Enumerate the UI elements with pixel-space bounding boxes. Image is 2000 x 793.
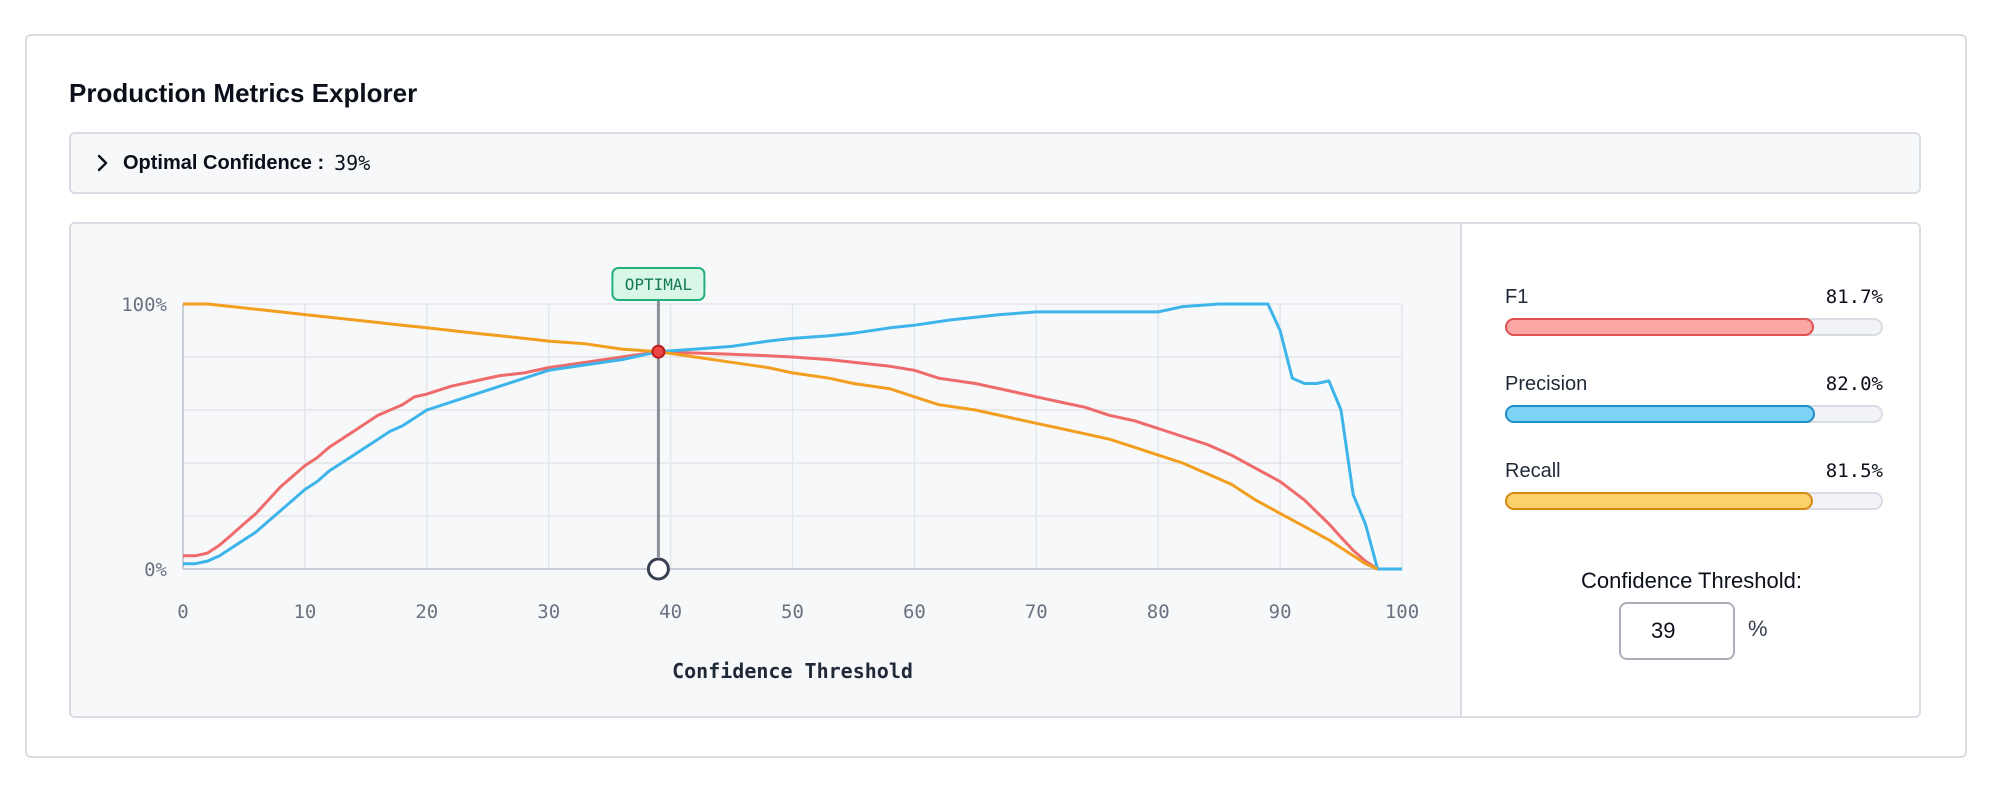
metrics-panel: 0 10 20 30 40 50 60 70 80 90 100 0% 100% Confidence T…	[69, 222, 1921, 718]
optimal-badge-label: OPTIMAL	[625, 275, 692, 294]
optimal-point	[651, 344, 666, 359]
metric-fill	[1505, 492, 1814, 510]
optimal-badge	[611, 267, 706, 301]
metrics-chart: 0 10 20 30 40 50 60 70 80 90 100 0% 100% Confidence T…	[121, 267, 1419, 683]
threshold-slider-handle[interactable]	[646, 557, 670, 581]
x-tick-label: 90	[1269, 601, 1292, 623]
series-line-f1	[183, 350, 1379, 571]
metric-name: F1	[1505, 286, 1529, 308]
metric-bars: F1 81.7% Precision 82.0% Recall 81.5% Co…	[1462, 224, 1919, 716]
y-tick-label: 100%	[121, 294, 167, 316]
threshold-input[interactable]	[1619, 602, 1735, 660]
metric-fill	[1505, 318, 1814, 336]
x-tick-label: 50	[781, 601, 804, 623]
metric-value: 81.7%	[1825, 286, 1883, 308]
chart-area: 0 10 20 30 40 50 60 70 80 90 100 0% 100% Confidence T…	[71, 224, 1462, 716]
y-tick-label: 0%	[144, 559, 167, 581]
x-tick-label: 80	[1147, 601, 1170, 623]
metric-track	[1505, 492, 1883, 510]
metric-track	[1505, 405, 1883, 423]
x-tick-label: 60	[903, 601, 926, 623]
optimal-confidence-summary[interactable]: Optimal Confidence : 39%	[69, 132, 1921, 194]
threshold-unit: %	[1748, 616, 1768, 641]
x-tick-label: 20	[415, 601, 438, 623]
page-title: Production Metrics Explorer	[69, 78, 418, 108]
optimal-confidence-label: Optimal Confidence :	[123, 151, 325, 174]
metric-fill	[1505, 405, 1815, 423]
optimal-confidence-value: 39%	[334, 151, 371, 175]
x-tick-label: 70	[1025, 601, 1048, 623]
x-axis-label: Confidence Threshold	[672, 659, 913, 683]
series-line-recall	[183, 302, 1379, 571]
chevron-right-icon	[93, 153, 113, 173]
metric-value: 81.5%	[1825, 460, 1883, 482]
x-tick-label: 0	[177, 601, 188, 623]
metric-name: Precision	[1505, 373, 1588, 395]
metric-name: Recall	[1505, 460, 1561, 482]
x-tick-label: 10	[293, 601, 316, 623]
metric-track	[1505, 318, 1883, 336]
x-tick-label: 100	[1385, 601, 1419, 623]
metric-value: 82.0%	[1825, 373, 1883, 395]
threshold-label: Confidence Threshold:	[1581, 568, 1802, 593]
x-tick-label: 40	[659, 601, 682, 623]
x-tick-label: 30	[537, 601, 560, 623]
